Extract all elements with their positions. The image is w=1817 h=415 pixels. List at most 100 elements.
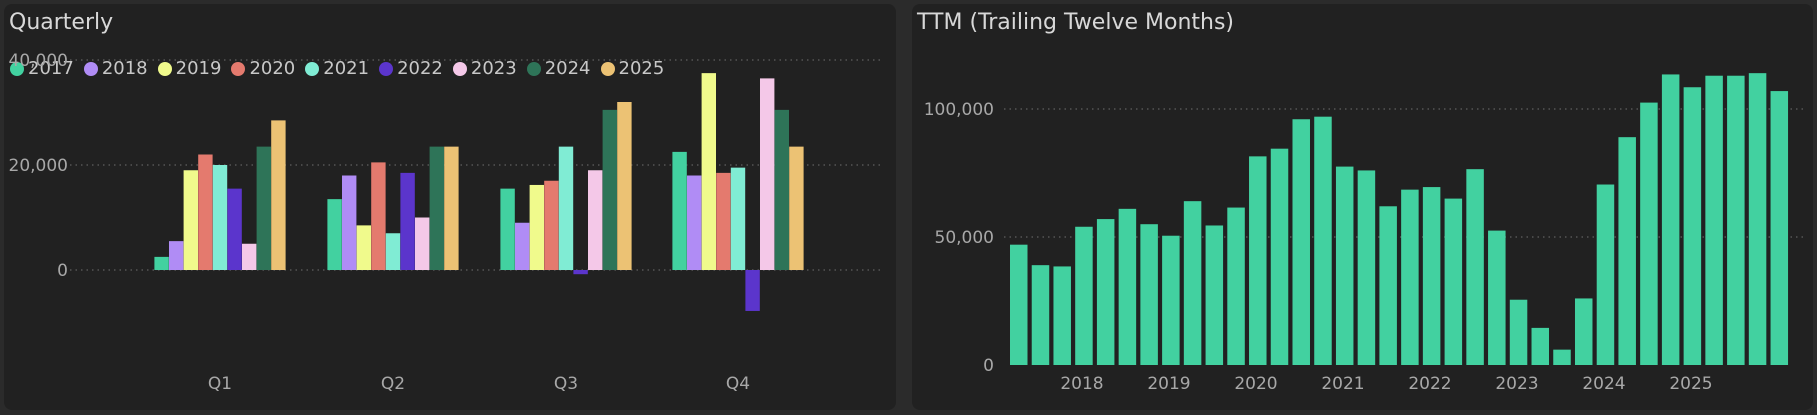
bar <box>415 217 430 270</box>
legend-item[interactable]: 2017 <box>10 58 74 79</box>
bar <box>774 109 789 271</box>
chart-title: Quarterly <box>9 10 114 35</box>
legend-label: 2020 <box>249 58 296 79</box>
legend-item[interactable]: 2022 <box>379 58 443 79</box>
legend-label: 2019 <box>175 58 222 79</box>
bar <box>1683 87 1702 366</box>
bar <box>385 233 401 270</box>
x-tick-label: 2020 <box>1234 374 1277 394</box>
bar <box>515 222 530 270</box>
legend-item[interactable]: 2023 <box>452 58 517 79</box>
x-tick-label: 2018 <box>1060 374 1103 394</box>
y-tick-label: 0 <box>983 356 994 376</box>
legend-item[interactable]: 2020 <box>231 58 295 79</box>
bar <box>327 199 342 271</box>
y-tick-label: 50,000 <box>935 228 994 248</box>
ttm-chart-panel: TTM (Trailing Twelve Months) 0 50,000 100,… <box>912 4 1813 410</box>
bar <box>1444 198 1463 365</box>
quarterly-chart-svg: 0 20,000 40,000 Q1 Q2 Q3 Q4 <box>9 51 884 394</box>
legend: 2017 2018 2019 2020 2021 2022 2023 2024 2025 <box>10 58 664 79</box>
bar <box>1205 225 1224 365</box>
legend-item[interactable]: 2024 <box>526 58 591 79</box>
bar <box>617 102 632 270</box>
bar <box>212 165 228 270</box>
bar <box>1140 224 1158 365</box>
bar <box>1770 91 1789 365</box>
bar <box>1661 74 1680 365</box>
x-tick-label: 2023 <box>1495 374 1538 394</box>
legend-label: 2017 <box>28 58 74 79</box>
legend-label: 2018 <box>101 58 148 79</box>
bar <box>1640 102 1658 365</box>
y-tick-label: 0 <box>57 261 68 281</box>
bar <box>1618 137 1636 365</box>
bar <box>271 120 286 271</box>
bar <box>745 270 760 311</box>
bar <box>256 146 271 271</box>
bar <box>169 241 184 271</box>
legend-swatch <box>600 61 615 76</box>
bar <box>1314 116 1332 366</box>
legend-swatch <box>157 61 172 76</box>
bar <box>1053 266 1071 365</box>
bar <box>1162 235 1180 365</box>
y-tick-label: 20,000 <box>9 156 68 176</box>
bar <box>1270 148 1289 365</box>
legend-swatch <box>305 61 320 76</box>
legend-item[interactable]: 2018 <box>83 58 148 79</box>
bar <box>1096 219 1115 365</box>
bar <box>198 154 213 270</box>
bar <box>687 175 702 270</box>
x-tick-label: 2019 <box>1147 374 1190 394</box>
bar <box>1379 206 1397 365</box>
x-tick-label: Q4 <box>726 374 750 394</box>
bar <box>1075 226 1093 365</box>
x-tick-label: 2021 <box>1321 374 1364 394</box>
x-tick-label: Q3 <box>554 374 578 394</box>
bar <box>1010 244 1028 365</box>
bar <box>1509 299 1528 365</box>
x-tick-label: 2022 <box>1408 374 1451 394</box>
bar <box>1574 298 1593 365</box>
x-tick-label: 2025 <box>1669 374 1712 394</box>
legend-item[interactable]: 2019 <box>157 58 222 79</box>
bar <box>544 180 559 270</box>
bar <box>701 73 716 271</box>
bar <box>588 170 603 270</box>
bar <box>1553 349 1571 365</box>
legend-item[interactable]: 2025 <box>600 58 665 79</box>
legend-swatch <box>10 61 24 76</box>
bar <box>1183 201 1202 365</box>
bar <box>558 146 574 271</box>
legend-swatch <box>83 61 98 76</box>
bar <box>1488 230 1506 365</box>
bar <box>444 146 459 271</box>
bar <box>672 151 687 271</box>
bar <box>789 146 804 271</box>
legend-label: 2025 <box>618 58 665 79</box>
legend-label: 2022 <box>397 58 443 79</box>
x-tick-label: 2024 <box>1582 374 1625 394</box>
legend-label: 2021 <box>323 58 370 79</box>
legend-swatch <box>526 61 541 76</box>
bar <box>1596 184 1615 365</box>
bar <box>1227 207 1245 365</box>
bar <box>400 172 415 271</box>
bar <box>242 243 257 270</box>
bar <box>1705 75 1723 365</box>
bar <box>183 170 198 270</box>
bar <box>1118 208 1137 365</box>
bar <box>1292 119 1310 366</box>
y-tick-label: 40,000 <box>9 51 68 71</box>
legend-swatch <box>231 61 246 76</box>
x-tick-label: Q1 <box>208 374 232 394</box>
bar <box>500 188 515 271</box>
legend-item[interactable]: 2021 <box>305 58 369 79</box>
y-tick-label: 100,000 <box>924 100 994 120</box>
x-tick-label: Q2 <box>381 374 405 394</box>
bar <box>1401 189 1419 365</box>
bar <box>1335 166 1354 365</box>
bar <box>1748 73 1767 365</box>
bar <box>154 256 169 271</box>
bar <box>730 167 746 271</box>
